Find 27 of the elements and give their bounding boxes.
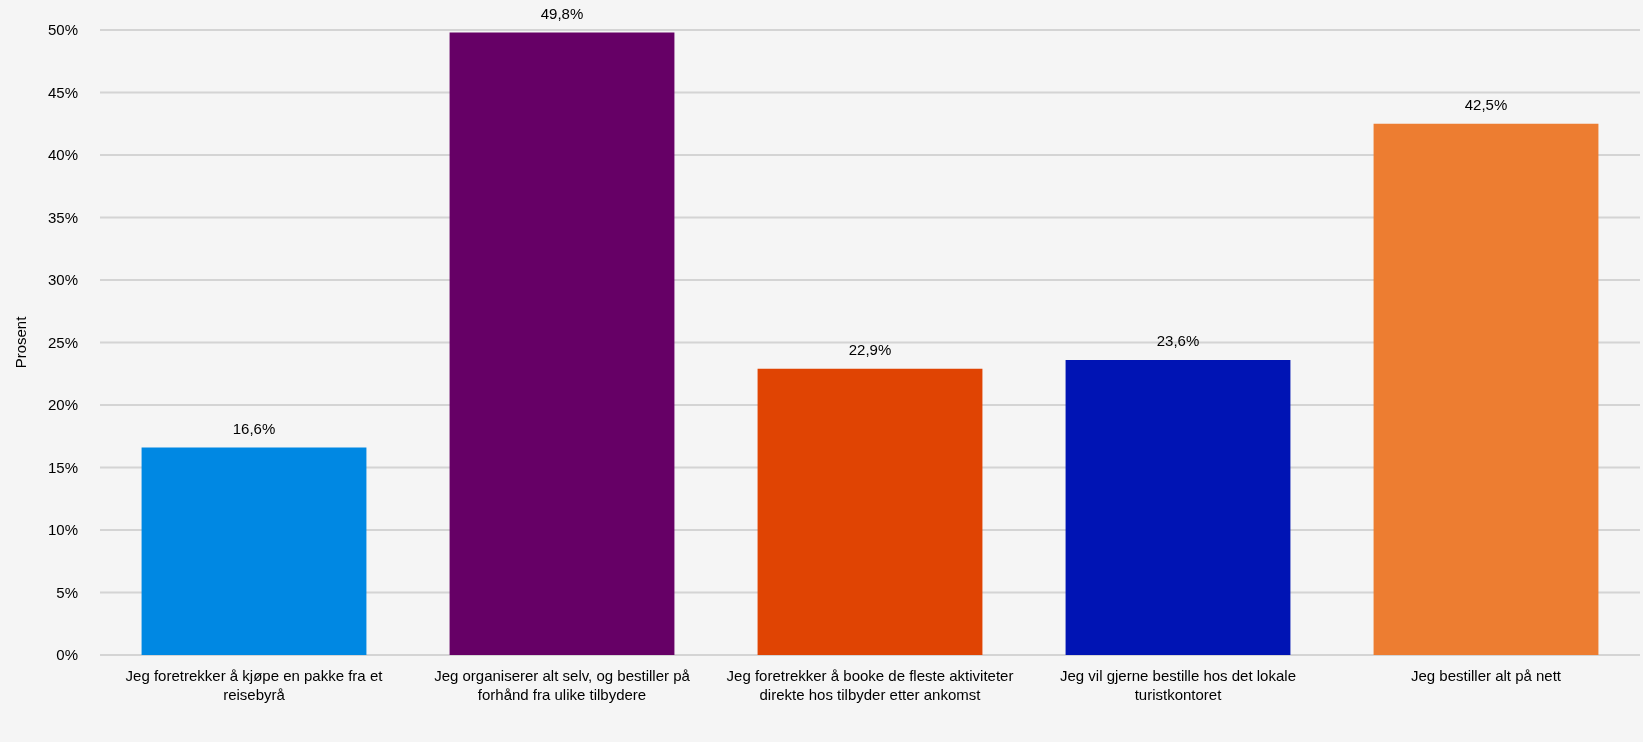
y-tick-label: 0% (56, 646, 78, 664)
y-tick-label: 10% (47, 521, 78, 539)
y-axis-title: Prosent (12, 315, 29, 369)
y-tick-label: 35% (47, 208, 78, 226)
data-label: 23,6% (1156, 332, 1200, 349)
x-tick-label: Jeg vil gjerne bestille hos det lokale turistkontoret (1060, 667, 1296, 703)
data-label: 16,6% (232, 419, 276, 437)
y-tick-label: 50% (47, 21, 78, 39)
bar (141, 447, 367, 655)
x-tick-label: Jeg bestiller alt på nett (1410, 667, 1562, 684)
bar (757, 368, 983, 655)
y-tick-label: 15% (47, 458, 78, 476)
y-tick-label: 40% (47, 146, 78, 164)
x-tick-label: Jeg organiserer alt selv, og bestiller på forhånd fra ulike tilbydere (434, 667, 691, 703)
x-tick-label: Jeg foretrekker å kjøpe en pakke fra et reisebyrå (125, 667, 384, 703)
bar (1065, 360, 1291, 655)
bar (449, 32, 675, 655)
y-tick-label: 30% (47, 271, 78, 289)
data-label: 49,8% (540, 4, 584, 22)
y-tick-label: 20% (47, 396, 78, 414)
y-tick-label: 5% (56, 583, 78, 601)
bar (1373, 123, 1599, 655)
data-label: 22,9% (848, 340, 892, 358)
data-label: 42,5% (1464, 95, 1508, 113)
x-tick-label: Jeg foretrekker å booke de fleste aktiviteter direkte hos tilbyder etter ankomst (726, 667, 1014, 703)
y-tick-label: 45% (47, 83, 78, 101)
y-tick-label: 25% (47, 333, 78, 351)
